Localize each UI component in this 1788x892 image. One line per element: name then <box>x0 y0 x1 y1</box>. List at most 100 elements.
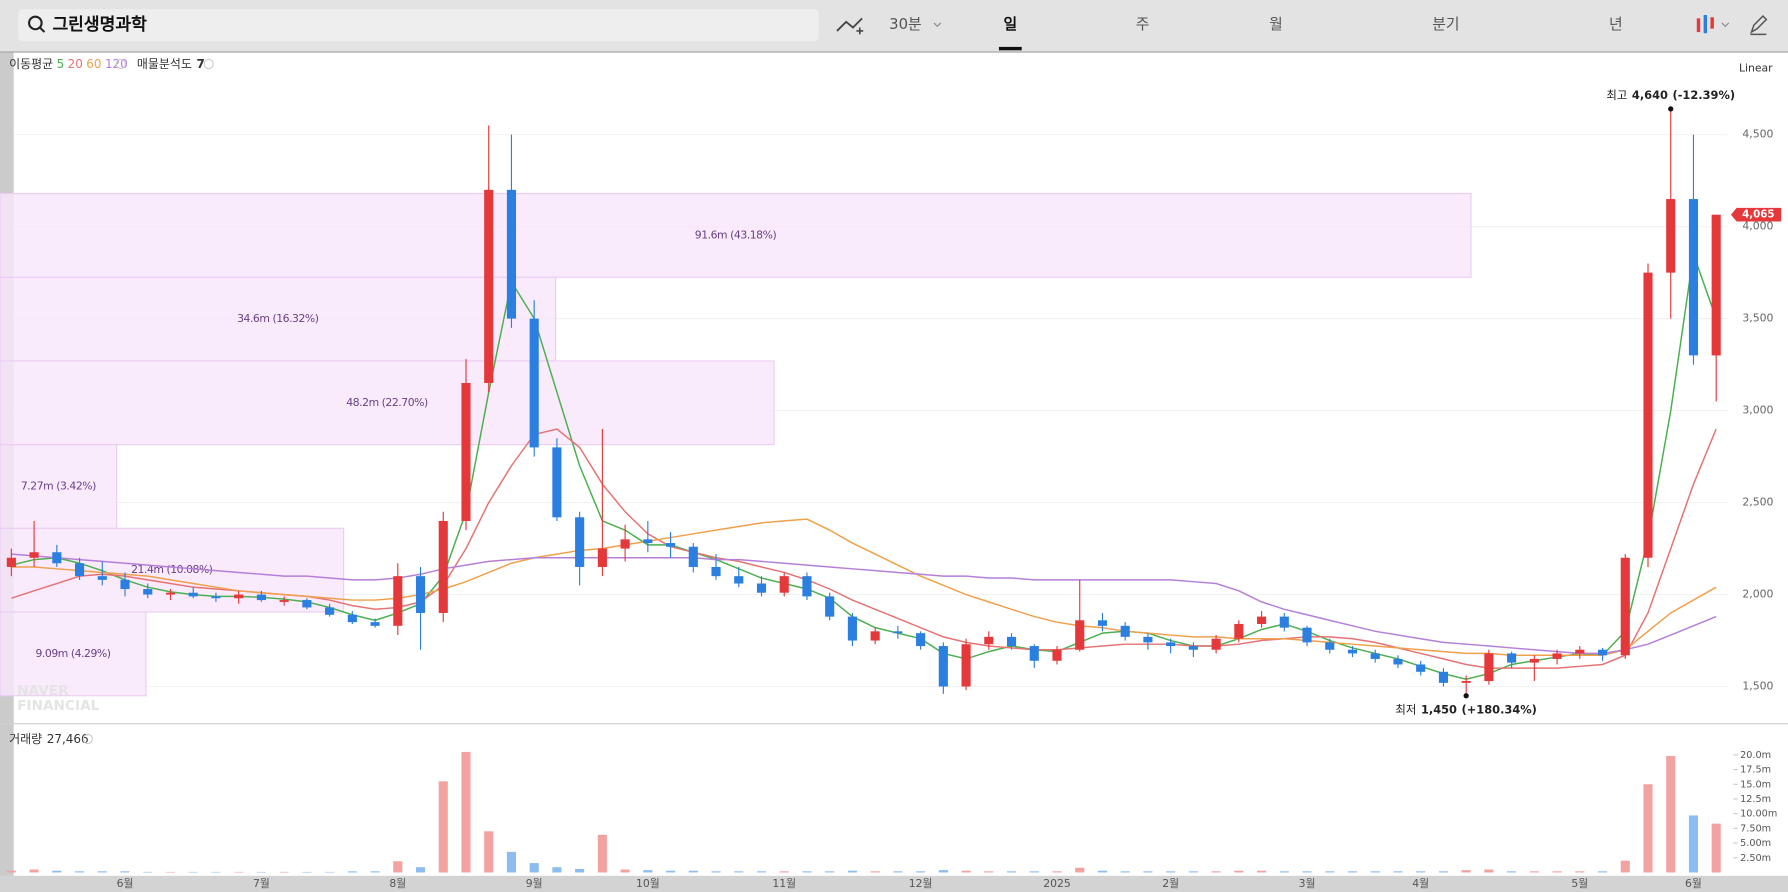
search-box[interactable] <box>18 9 819 42</box>
volume-profile-label: 7.27m (3.42%) <box>21 479 96 492</box>
watermark: NAVER <box>17 683 69 699</box>
volume-legend: 거래량 27,466 <box>9 732 88 746</box>
volume-bar <box>1529 871 1539 873</box>
volume-bar <box>779 871 789 873</box>
volume-tick-label: 7.50m <box>1740 823 1771 834</box>
x-tick-label: 4월 <box>1412 877 1429 890</box>
volume-bar <box>916 871 926 873</box>
legend-close <box>82 733 93 745</box>
extreme-annotation: 최저 1,450 (+180.34%) <box>1395 702 1536 716</box>
y-tick-label: 1,500 <box>1742 680 1773 693</box>
legend-title: 이동평균 <box>9 56 53 70</box>
candle-body <box>461 383 471 521</box>
volume-profile-label: 48.2m (22.70%) <box>346 396 428 409</box>
volume-bar <box>1393 871 1403 873</box>
candle-body <box>870 631 880 641</box>
candle-style-icon[interactable] <box>1696 14 1730 34</box>
timeframe-tab[interactable]: 30분 <box>889 16 921 33</box>
volume-bar <box>370 871 380 873</box>
profile-title: 매물분석도 <box>137 56 192 70</box>
draw-tool-icon[interactable] <box>1750 15 1768 36</box>
volume-profile-bar <box>0 192 1472 278</box>
legend-close <box>203 58 214 70</box>
volume-bar <box>1006 871 1017 873</box>
timeframe-tab[interactable]: 분기 <box>1432 16 1459 33</box>
icon-part <box>1696 18 1701 33</box>
candle-body <box>756 583 767 593</box>
search-text[interactable]: 그린생명과학 <box>52 14 147 35</box>
candle-body <box>1075 620 1085 650</box>
volume-bar <box>666 870 676 873</box>
tab-underline <box>998 46 1022 51</box>
timeframe-tab[interactable]: 월 <box>1269 16 1283 33</box>
icon-part <box>1710 17 1714 29</box>
candle-body <box>1688 199 1699 356</box>
volume-bar <box>802 871 812 873</box>
candle-body <box>1279 616 1289 628</box>
y-tick-label: 2,500 <box>1742 496 1773 509</box>
volume-current: 27,466 <box>47 732 89 746</box>
x-tick-label: 9월 <box>526 877 543 890</box>
volume-bar <box>6 870 16 873</box>
candle-body <box>893 631 903 634</box>
candle-body <box>484 189 494 384</box>
volume-bar <box>575 868 585 873</box>
volume-bar <box>506 851 517 873</box>
candle-body <box>1097 620 1108 626</box>
x-tick-label: 5월 <box>1571 877 1588 890</box>
candle-body <box>847 616 857 641</box>
watermark: FINANCIAL <box>17 698 100 714</box>
timeframe-tab[interactable]: 주 <box>1136 16 1150 33</box>
candle-body <box>302 600 312 608</box>
moving-average-line <box>11 553 1717 655</box>
candle-body <box>1052 649 1062 661</box>
volume-bar <box>734 871 744 873</box>
timeframe-tab[interactable]: 일 <box>1003 16 1017 33</box>
legend-entry: 5 <box>57 56 65 70</box>
candle-body <box>1120 625 1130 637</box>
volume-bar <box>847 870 857 873</box>
candle-body <box>143 589 153 595</box>
volume-bar <box>1416 871 1426 873</box>
volume-bar <box>302 871 312 873</box>
candle-body <box>1211 638 1221 650</box>
candle-body <box>393 576 403 626</box>
volume-bar <box>74 871 85 873</box>
x-tick-label: 11월 <box>772 877 796 890</box>
icon-chevron <box>1721 22 1730 28</box>
candle-body <box>1325 642 1335 650</box>
y-tick-label: 4,000 <box>1742 220 1773 233</box>
x-tick-label: 7월 <box>253 877 270 890</box>
candle-body <box>97 576 107 580</box>
x-tick-label: 2월 <box>1162 877 1179 890</box>
candle-body <box>325 607 335 615</box>
y-tick-label: 2,000 <box>1742 588 1773 601</box>
chart-type-icon[interactable] <box>836 17 863 32</box>
volume-bar <box>1347 871 1358 873</box>
volume-bar <box>279 871 289 873</box>
volume-bar <box>29 869 39 873</box>
volume-tick-label: 15.0m <box>1740 779 1771 790</box>
volume-bar <box>870 871 880 873</box>
volume-bar <box>1575 871 1585 873</box>
volume-profile-label: 34.6m (16.32%) <box>237 312 319 325</box>
volume-bar <box>893 871 903 873</box>
volume-bar <box>1075 867 1085 873</box>
candle-body <box>711 566 721 577</box>
timeframe-tab[interactable]: 년 <box>1609 16 1623 33</box>
candle-body <box>620 539 630 549</box>
volume-bar <box>1666 756 1676 873</box>
volume-bar <box>484 831 494 873</box>
candle-body <box>188 592 198 597</box>
x-tick-label: 3월 <box>1299 877 1316 890</box>
extreme-marker <box>1668 106 1674 112</box>
x-tick-label: 6월 <box>117 877 134 890</box>
x-tick-label: 8월 <box>389 877 406 890</box>
volume-bar <box>688 870 698 873</box>
legend-entry: 60 <box>86 56 101 70</box>
volume-bar <box>188 871 198 873</box>
volume-bar <box>234 871 244 873</box>
volume-tick-label: 20.0m <box>1740 750 1771 761</box>
volume-bar <box>1097 870 1108 873</box>
tab-chevron <box>933 22 942 28</box>
